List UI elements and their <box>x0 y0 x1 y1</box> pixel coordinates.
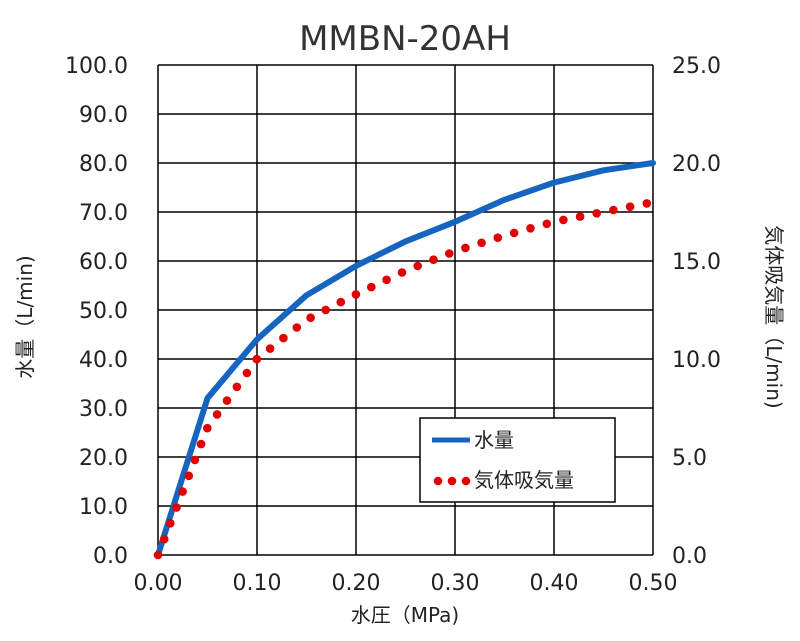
y-tick-label: 70.0 <box>79 201 128 226</box>
gas-intake-point <box>351 290 361 299</box>
y-tick-label: 20.0 <box>79 446 128 471</box>
gas-intake-point <box>526 224 535 233</box>
legend-box <box>419 417 616 503</box>
x-tick-label: 0.40 <box>530 571 579 596</box>
y2-tick-label: 10.0 <box>672 348 721 373</box>
legend-dot <box>447 476 457 486</box>
series-water-flow <box>155 160 656 558</box>
y-axis-label: 水量（L/min) <box>13 255 37 378</box>
gas-intake-point <box>184 471 194 481</box>
x-axis-label: 水圧（MPa) <box>351 603 459 627</box>
gas-intake-point <box>172 503 181 512</box>
gas-intake-point <box>166 519 175 528</box>
series-gas-intake <box>153 199 652 560</box>
gas-intake-point <box>336 297 346 307</box>
gas-intake-point <box>445 249 454 258</box>
gas-intake-point <box>592 209 601 218</box>
y-tick-label: 10.0 <box>79 495 128 520</box>
gas-intake-point <box>559 215 568 225</box>
chart-title: MMBN-20AH <box>299 19 511 59</box>
gas-intake-point <box>413 261 423 271</box>
x-tick-label: 0.50 <box>629 571 678 596</box>
gas-intake-point <box>153 550 163 560</box>
gas-intake-point <box>292 323 302 332</box>
gas-intake-point <box>306 313 315 323</box>
gas-intake-point <box>159 534 169 544</box>
x-tick-label: 0.00 <box>134 571 183 596</box>
y2-axis-label: 気体吸気量（L/min) <box>762 225 786 408</box>
y-tick-label: 40.0 <box>79 348 128 373</box>
y-tick-label: 80.0 <box>79 152 128 177</box>
legend-dot <box>433 476 443 486</box>
y-tick-label: 0.0 <box>93 544 128 569</box>
y-tick-label: 50.0 <box>79 299 128 324</box>
gas-intake-point <box>190 455 200 465</box>
gas-intake-point <box>252 354 262 364</box>
y2-tick-label: 25.0 <box>672 54 721 79</box>
gas-intake-point <box>222 396 232 405</box>
gas-intake-point <box>625 202 635 211</box>
legend: 水量 気体吸気量 <box>419 417 616 503</box>
gas-intake-point <box>321 305 331 315</box>
y-tick-label: 90.0 <box>79 103 128 128</box>
gas-intake-point <box>178 487 187 496</box>
gas-intake-point <box>196 439 206 449</box>
y-tick-label: 100.0 <box>65 54 128 79</box>
gas-intake-point <box>232 382 242 392</box>
gas-intake-point <box>461 243 470 253</box>
x-tick-label: 0.10 <box>233 571 282 596</box>
gas-intake-point <box>203 423 212 433</box>
gas-intake-point <box>429 255 438 264</box>
grid <box>157 64 654 556</box>
gas-intake-point <box>509 228 519 238</box>
x-tick-labels: 0.00 0.10 0.20 0.30 0.40 0.50 <box>134 571 678 596</box>
y2-tick-labels: 0.0 5.0 10.0 15.0 20.0 25.0 <box>672 54 721 569</box>
legend-dot <box>461 476 471 486</box>
gas-intake-point <box>279 333 288 343</box>
legend-marker-gas <box>433 476 471 486</box>
gas-intake-point <box>642 199 652 208</box>
y-tick-label: 30.0 <box>79 397 128 422</box>
y2-tick-label: 0.0 <box>672 544 707 569</box>
gas-intake-point <box>397 268 407 277</box>
gas-intake-point <box>542 219 552 229</box>
gas-intake-point <box>265 344 275 353</box>
y2-tick-label: 20.0 <box>672 152 721 177</box>
x-tick-label: 0.30 <box>431 571 480 596</box>
gas-intake-point <box>367 282 376 292</box>
gas-intake-point <box>609 205 618 215</box>
series-group <box>153 160 656 560</box>
gas-intake-point <box>382 275 391 285</box>
gas-intake-point <box>477 238 486 248</box>
legend-label-gas: 気体吸気量 <box>474 468 574 492</box>
y-tick-labels: 0.0 10.0 20.0 30.0 40.0 50.0 60.0 70.0 80.0 90.0 1… <box>65 54 128 569</box>
gas-intake-point <box>212 410 222 419</box>
y2-tick-label: 15.0 <box>672 250 721 275</box>
gas-intake-point <box>493 233 503 242</box>
y2-tick-label: 5.0 <box>672 446 707 471</box>
y-tick-label: 60.0 <box>79 250 128 275</box>
legend-label-water: 水量 <box>474 428 514 452</box>
gas-intake-point <box>242 368 252 378</box>
x-tick-label: 0.20 <box>332 571 381 596</box>
gas-intake-point <box>575 212 585 221</box>
